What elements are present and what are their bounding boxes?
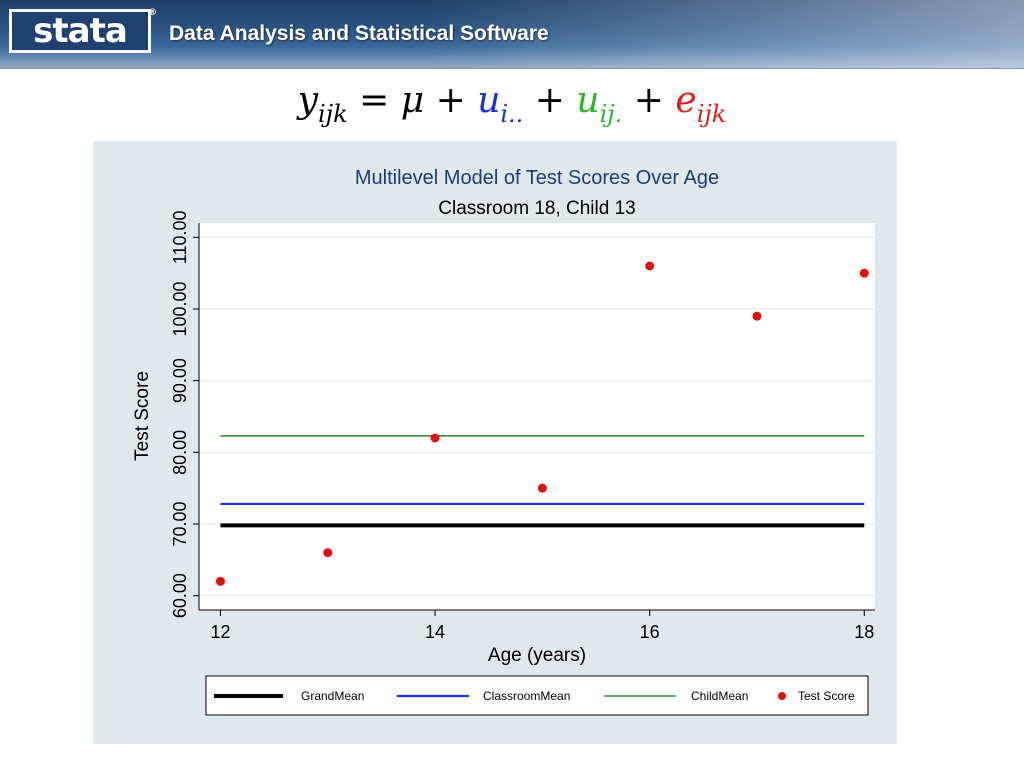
tagline: Data Analysis and Statistical Software — [169, 22, 549, 45]
x-tick-label: 18 — [854, 622, 874, 642]
y-tick-label: 90.00 — [170, 358, 190, 403]
scatter-chart: Multilevel Model of Test Scores Over Age… — [132, 167, 875, 716]
plot-area — [199, 223, 875, 610]
eq-residual-sub: ijk — [696, 100, 727, 128]
eq-classroom-effect-sub: i.. — [500, 100, 524, 128]
eq-lhs-sub: ijk — [317, 100, 348, 128]
registered-mark: ® — [148, 8, 157, 18]
data-point — [430, 433, 440, 443]
header-banner: stata ® Data Analysis and Statistical Sof… — [0, 0, 1024, 69]
legend-box — [205, 675, 869, 716]
y-tick-label: 110.00 — [170, 210, 190, 264]
model-equation: yijk = μ + ui.. + uij. + eijk — [0, 80, 1024, 128]
legend-label-classroommean: ClassroomMean — [483, 689, 570, 703]
chart-title: Multilevel Model of Test Scores Over Age — [355, 167, 719, 189]
data-point — [859, 268, 869, 278]
eq-plus-1: + — [424, 80, 478, 121]
eq-equals: = — [347, 80, 401, 121]
eq-lhs: y — [297, 80, 318, 121]
y-axis-label: Test Score — [132, 371, 153, 461]
stata-logo: stata ® — [9, 8, 157, 53]
legend-swatch-test-score — [778, 692, 786, 700]
eq-mu: μ — [400, 80, 425, 121]
eq-plus-2: + — [523, 80, 577, 121]
y-tick-label: 70.00 — [170, 501, 190, 546]
y-tick-label: 80.00 — [170, 430, 190, 475]
eq-plus-3: + — [622, 80, 676, 121]
y-tick-label: 100.00 — [170, 281, 190, 336]
x-tick-label: 14 — [425, 622, 445, 642]
data-point — [537, 483, 547, 493]
eq-child-effect-sub: ij. — [599, 100, 623, 128]
x-tick-label: 12 — [210, 622, 230, 642]
y-tick-label: 60.00 — [170, 573, 190, 618]
eq-classroom-effect: u — [477, 80, 501, 121]
chart-subtitle: Classroom 18, Child 13 — [438, 198, 635, 219]
eq-child-effect: u — [576, 80, 600, 121]
x-tick-label: 16 — [640, 622, 660, 642]
x-axis-label: Age (years) — [488, 645, 586, 666]
eq-residual: e — [675, 80, 697, 121]
chart-panel: Multilevel Model of Test Scores Over Age… — [93, 141, 897, 744]
legend-label-test-score: Test Score — [798, 689, 855, 703]
data-point — [215, 576, 225, 586]
data-point — [752, 311, 762, 321]
legend-label-grandmean: GrandMean — [301, 689, 364, 703]
legend-label-childmean: ChildMean — [691, 689, 748, 703]
data-point — [323, 548, 333, 558]
data-point — [645, 261, 655, 271]
